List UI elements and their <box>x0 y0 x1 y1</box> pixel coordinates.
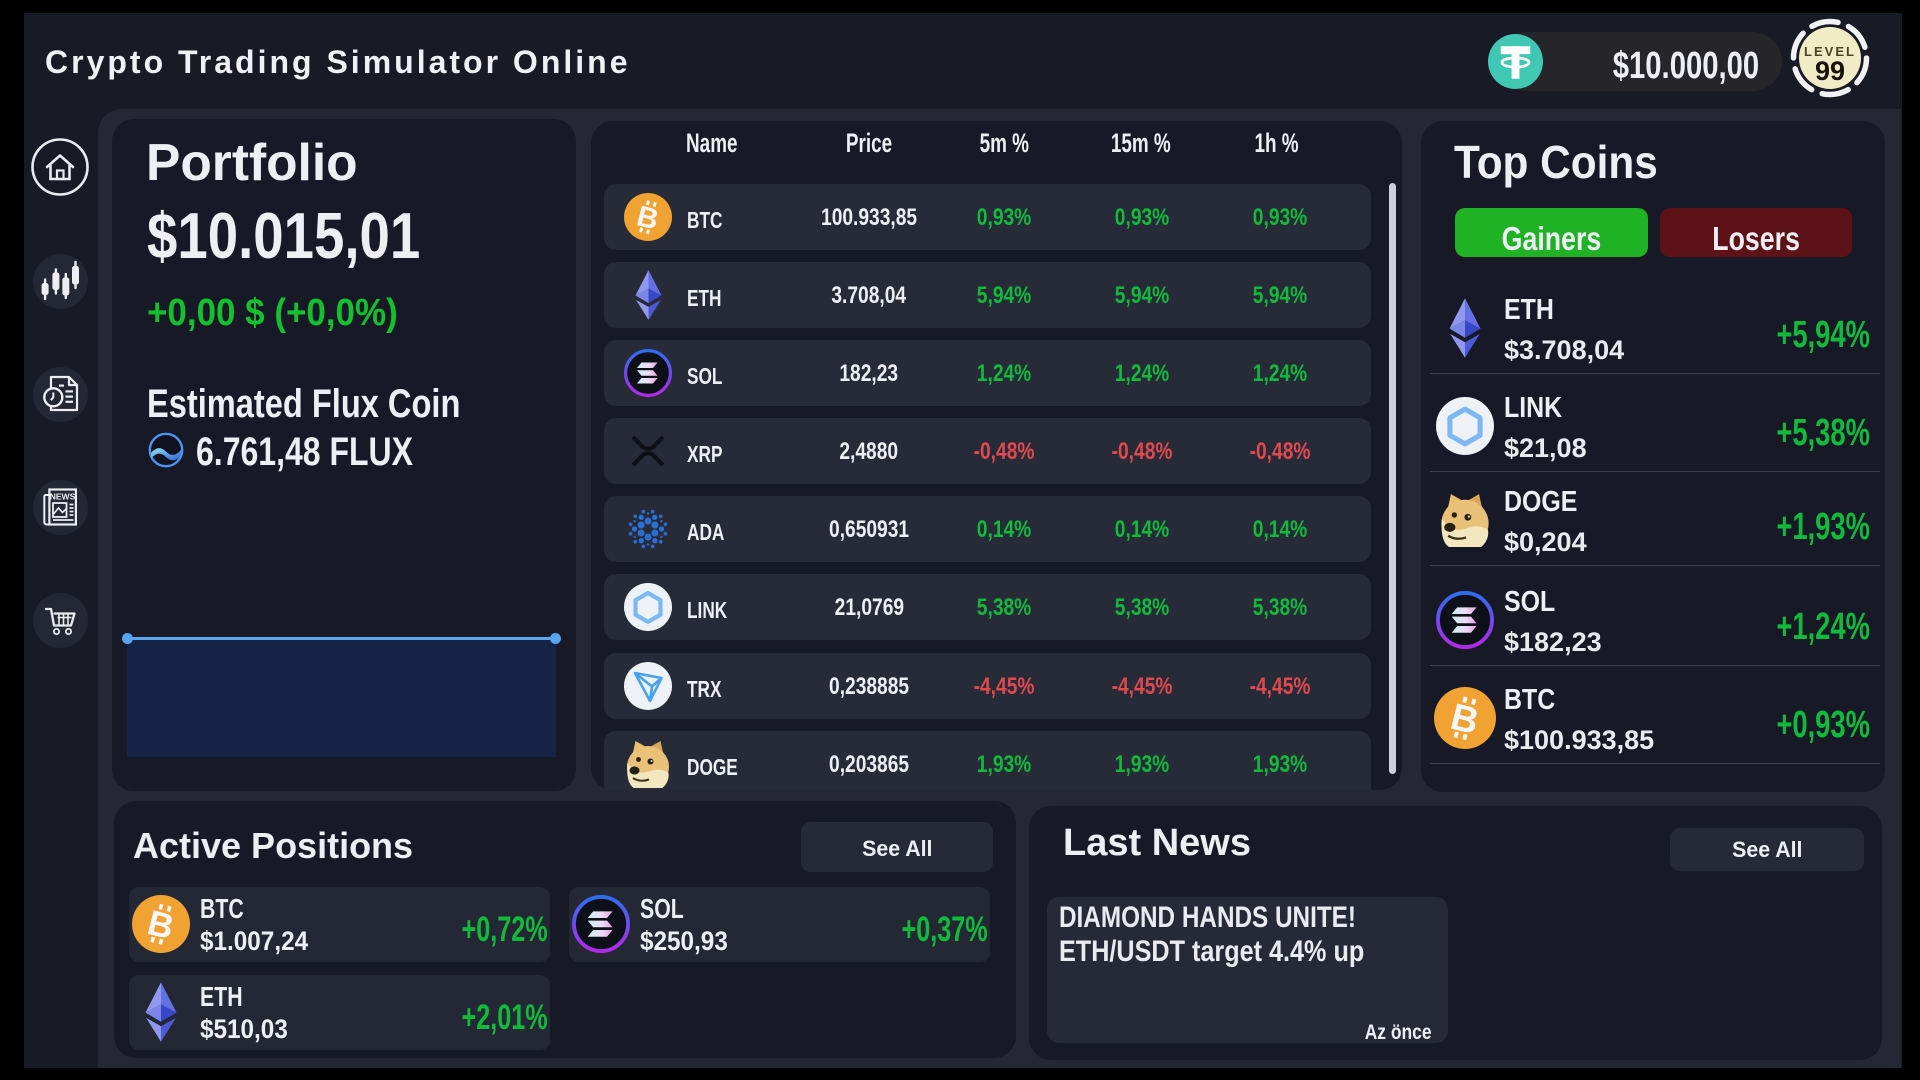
svg-text:NEWS: NEWS <box>50 492 76 502</box>
svg-text:99: 99 <box>1815 56 1845 86</box>
svg-text:LEVEL: LEVEL <box>1804 44 1856 59</box>
